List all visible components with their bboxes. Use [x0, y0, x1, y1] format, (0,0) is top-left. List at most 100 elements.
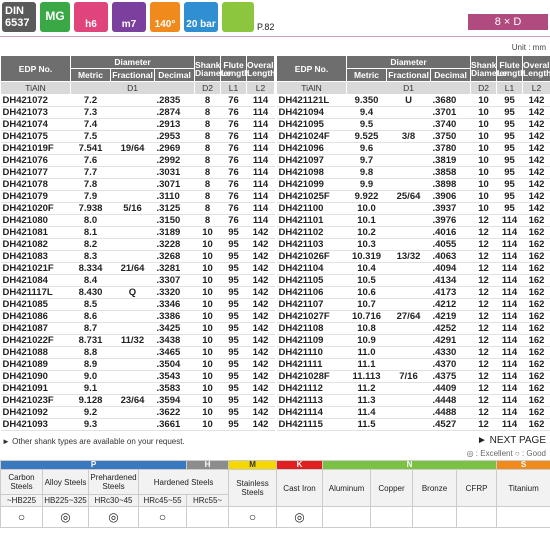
- rating: [322, 506, 372, 528]
- unit: Unit : mm: [511, 43, 546, 52]
- cell: 76: [220, 118, 247, 131]
- row: DH421109 10.9 .4291 12 114 162: [276, 334, 550, 347]
- cell: 114: [246, 166, 275, 179]
- cell: 12: [470, 226, 497, 239]
- rating: ◎: [276, 506, 324, 528]
- cell: 8: [194, 106, 221, 119]
- cell: .3150: [154, 214, 195, 227]
- cell: 13/32: [386, 250, 431, 263]
- cell: 12: [470, 214, 497, 227]
- cell: 162: [522, 346, 550, 359]
- header-row: TiAlN D1 D2 L1 L2: [0, 81, 276, 95]
- rating: [186, 506, 230, 528]
- ratings-row: ○ ◎ ◎ ○ ○ ◎: [0, 506, 550, 528]
- cell: DH421114: [276, 406, 347, 419]
- icon: [222, 2, 254, 32]
- cell: 5/16: [110, 202, 155, 215]
- legend: ◎ : Excellent ○ : Good: [466, 449, 546, 458]
- row: DH421073 7.3 .2874 8 76 114: [0, 106, 275, 119]
- cell: 9.128: [70, 394, 111, 407]
- cell: 8.2: [70, 238, 111, 251]
- rating: [456, 506, 498, 528]
- cell: [386, 214, 431, 227]
- next-page[interactable]: ► NEXT PAGE: [477, 435, 546, 446]
- cell: 12: [470, 250, 497, 263]
- cell: 10: [194, 262, 221, 275]
- hardness: HB225~325: [42, 494, 89, 507]
- cell: 162: [522, 322, 550, 335]
- row: DH421079 7.9 .3110 8 76 114: [0, 190, 275, 203]
- cell: DH421091: [0, 382, 71, 395]
- cell: .3386: [154, 310, 195, 323]
- cell: 162: [522, 286, 550, 299]
- cell: 95: [220, 394, 247, 407]
- cell: DH421097: [276, 154, 347, 167]
- header: L1: [496, 81, 524, 95]
- cell: 12: [470, 310, 497, 323]
- cell: [110, 154, 155, 167]
- cell: 95: [496, 106, 523, 119]
- cell: 12: [470, 334, 497, 347]
- cell: [386, 346, 431, 359]
- header-row: TiAlN D1 D2 L1 L2: [276, 81, 550, 95]
- ratio: 8 × D: [468, 14, 548, 30]
- header: D2: [470, 81, 498, 95]
- cell: 142: [246, 286, 275, 299]
- cell: 8: [194, 118, 221, 131]
- row: DH421097 9.7 .3819 10 95 142: [276, 154, 550, 167]
- cell: 114: [496, 238, 523, 251]
- cell: 8: [194, 94, 221, 107]
- row: DH421091 9.1 .3583 10 95 142: [0, 382, 275, 395]
- row: DH421112 11.2 .4409 12 114 162: [276, 382, 550, 395]
- cell: [386, 166, 431, 179]
- row: DH421102 10.2 .4016 12 114 162: [276, 226, 550, 239]
- row: DH421024F 9.525 3/8.3750 10 95 142: [276, 130, 550, 143]
- cell: .3858: [430, 166, 471, 179]
- row: DH421111 11.1 .4370 12 114 162: [276, 358, 550, 371]
- rating: ○: [137, 506, 188, 528]
- cell: 7.6: [70, 154, 111, 167]
- cell: [110, 166, 155, 179]
- cell: .4527: [430, 418, 471, 431]
- cell: 95: [220, 358, 247, 371]
- cell: [110, 178, 155, 191]
- cell: 12: [470, 262, 497, 275]
- cell: 10: [470, 166, 497, 179]
- cell: 9.350: [346, 94, 387, 107]
- cell: 142: [522, 166, 550, 179]
- row: DH421085 8.5 .3346 10 95 142: [0, 298, 275, 311]
- cell: DH421086: [0, 310, 71, 323]
- cell: 10: [194, 370, 221, 383]
- cell: U: [386, 94, 431, 107]
- cell: .3320: [154, 286, 195, 299]
- cell: DH421107: [276, 298, 347, 311]
- cell: .4173: [430, 286, 471, 299]
- cell: .4409: [430, 382, 471, 395]
- badge-text: 6537: [5, 17, 30, 29]
- cell: 9.525: [346, 130, 387, 143]
- header: Metric: [346, 68, 387, 82]
- cell: 7.938: [70, 202, 111, 215]
- material: Cast Iron: [276, 469, 324, 507]
- header: D1: [345, 81, 472, 95]
- cell: DH421117L: [0, 286, 71, 299]
- note: ► Other shank types are available on you…: [2, 437, 185, 446]
- cell: 11/32: [110, 334, 155, 347]
- cell: 114: [496, 358, 523, 371]
- cell: [110, 370, 155, 383]
- cell: .3438: [154, 334, 195, 347]
- cell: 114: [496, 214, 523, 227]
- cell: 95: [220, 370, 247, 383]
- din-badge: DIN 6537: [2, 2, 36, 32]
- cell: 10: [194, 274, 221, 287]
- cell: 114: [496, 370, 523, 383]
- cell: [386, 298, 431, 311]
- cell: DH421096: [276, 142, 347, 155]
- cell: DH421087: [0, 322, 71, 335]
- cell: DH421076: [0, 154, 71, 167]
- cell: .3594: [154, 394, 195, 407]
- badge: 20 bar: [184, 2, 218, 32]
- cell: 95: [220, 250, 247, 263]
- cell: [110, 382, 155, 395]
